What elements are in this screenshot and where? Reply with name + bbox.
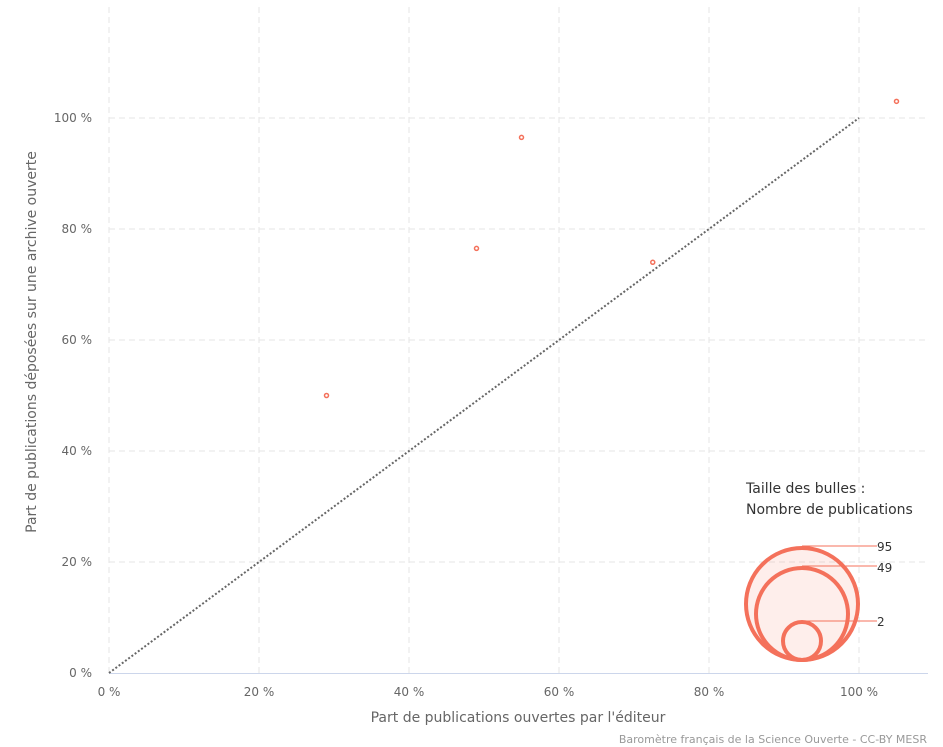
- x-tick-label: 20 %: [244, 685, 275, 699]
- y-tick-label: 20 %: [62, 555, 93, 569]
- legend-bubble-large: [744, 546, 860, 662]
- y-axis-title: Part de publications déposées sur une ar…: [24, 151, 40, 533]
- legend-title-line-2: Nombre de publications: [746, 502, 913, 518]
- horizontal-gridlines: [109, 117, 928, 563]
- x-tick-label: 60 %: [544, 685, 575, 699]
- y-tick-label: 40 %: [62, 444, 93, 458]
- chart-credits: Baromètre français de la Science Ouverte…: [619, 733, 927, 746]
- y-tick-label: 80 %: [62, 222, 93, 236]
- x-tick-label: 0 %: [98, 685, 121, 699]
- legend-label-large: 95: [877, 540, 892, 554]
- legend-label-small: 2: [877, 615, 885, 629]
- legend-bubble-small: [781, 620, 823, 662]
- data-point[interactable]: [518, 134, 525, 141]
- data-point[interactable]: [473, 245, 480, 252]
- reference-diagonal-line: [108, 117, 860, 674]
- data-point[interactable]: [893, 98, 900, 105]
- x-tick-label: 40 %: [394, 685, 425, 699]
- x-axis-title: Part de publications ouvertes par l'édit…: [371, 710, 666, 726]
- y-tick-label: 0 %: [69, 666, 92, 680]
- bubble-size-legend: Taille des bulles : Nombre de publicatio…: [744, 481, 913, 662]
- x-tick-label: 80 %: [694, 685, 725, 699]
- data-point[interactable]: [650, 259, 656, 266]
- y-tick-label: 60 %: [62, 333, 93, 347]
- legend-label-medium: 49: [877, 561, 892, 575]
- x-tick-label: 100 %: [840, 685, 878, 699]
- data-point[interactable]: [323, 392, 330, 399]
- y-tick-label: 100 %: [54, 111, 92, 125]
- y-axis-tick-labels: 0 % 20 % 40 % 60 % 80 % 100 %: [54, 111, 92, 680]
- x-axis-tick-labels: 0 % 20 % 40 % 60 % 80 % 100 %: [98, 685, 878, 699]
- legend-title-line-1: Taille des bulles :: [745, 481, 865, 497]
- data-points: [323, 98, 900, 399]
